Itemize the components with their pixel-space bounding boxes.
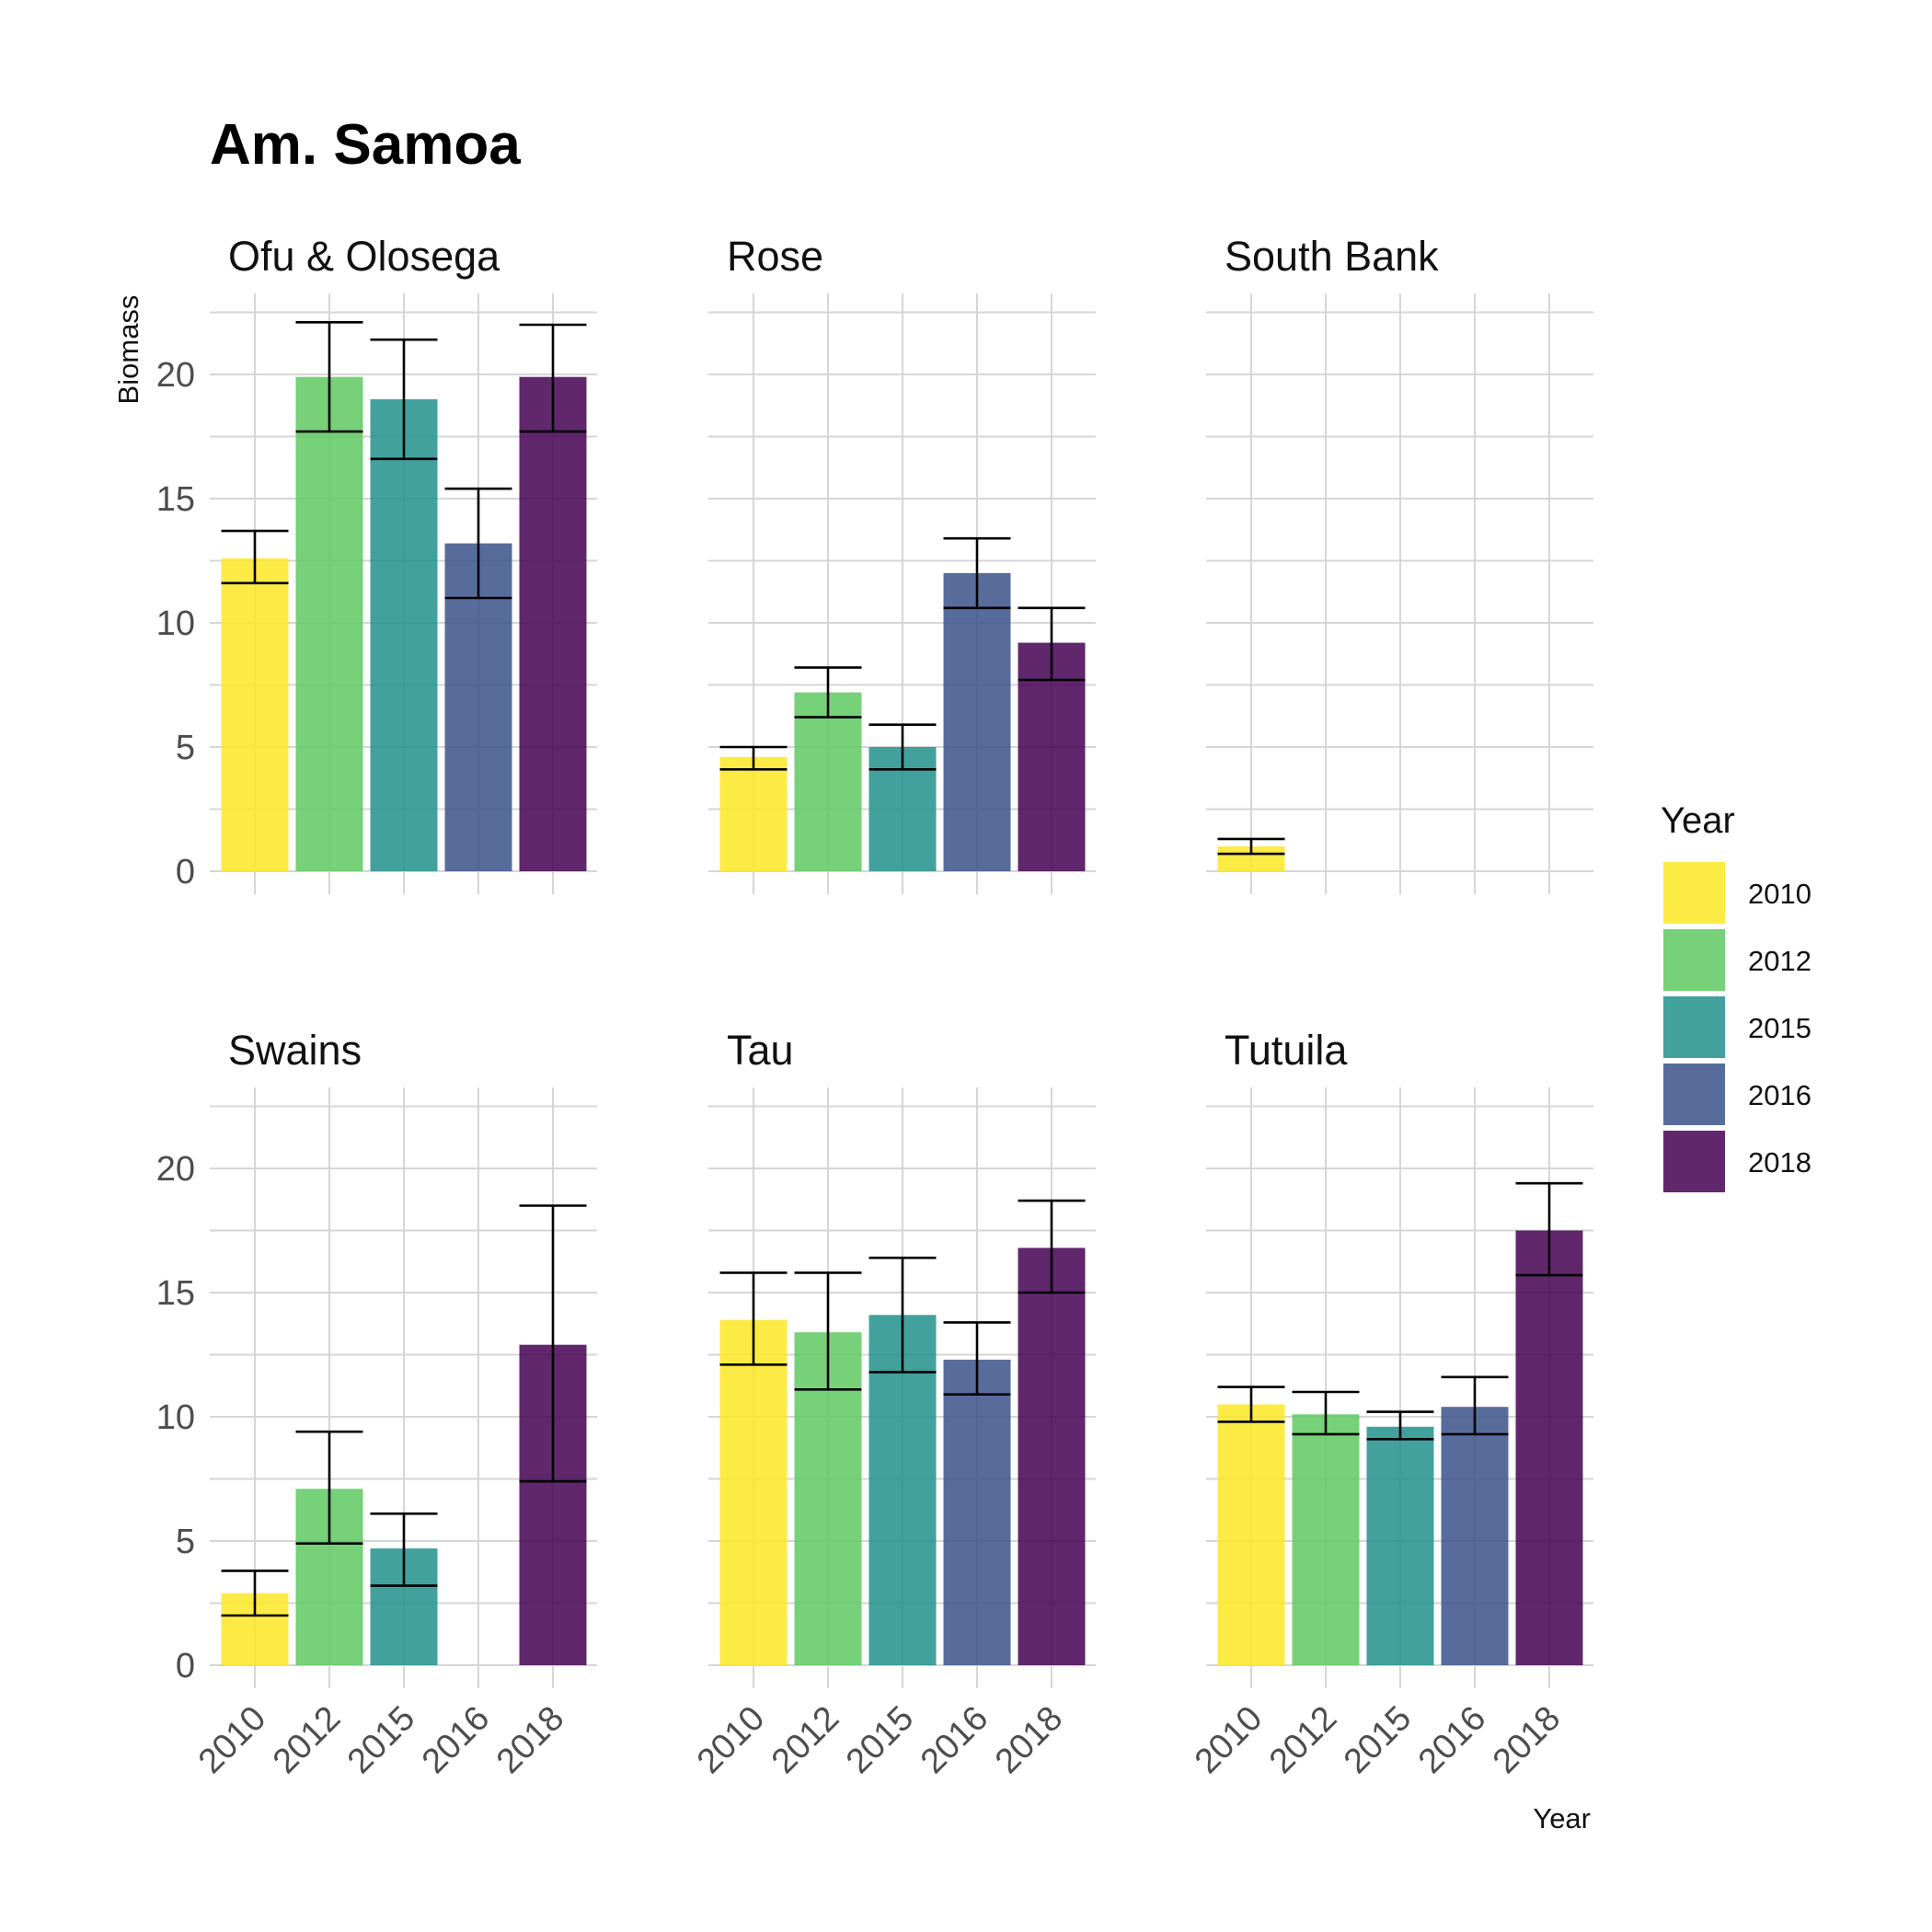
y-tick-label: 5 [176,729,195,767]
error-bar-rose-2018 [1018,606,1086,682]
y-tick-label: 10 [156,1398,195,1437]
bar-rose-2012 [794,692,862,871]
x-tick-label: 2016 [415,1699,497,1781]
error-bar-ofu-and-olosega-2018 [519,323,587,433]
y-tick-label: 10 [156,604,195,643]
panel-rose: Rose [708,233,1096,894]
legend-label-2015: 2015 [1748,1012,1811,1044]
legend-label-2012: 2012 [1748,945,1811,977]
y-tick-label: 20 [156,1150,195,1189]
x-tick-label: 2012 [765,1699,846,1781]
error-bar-rose-2016 [943,536,1011,610]
error-bar-tutuila-2018 [1515,1181,1583,1277]
bar-tau-2018 [1018,1248,1086,1665]
x-tick-label: 2015 [839,1699,921,1781]
x-tick-label: 2010 [1188,1699,1270,1781]
bar-ofu-and-olosega-2018 [519,376,587,871]
x-tick-label: 2010 [191,1699,273,1781]
bar-tutuila-2015 [1366,1426,1434,1665]
error-bar-tutuila-2015 [1366,1410,1434,1441]
bar-ofu-and-olosega-2010 [221,558,289,871]
error-bar-rose-2012 [794,666,862,719]
legend-swatch-2015 [1663,996,1725,1058]
y-tick-label: 15 [156,1274,195,1313]
x-tick-label: 2015 [340,1699,422,1781]
error-bar-tau-2012 [794,1271,862,1391]
x-tick-label: 2010 [690,1699,772,1781]
error-bar-ofu-and-olosega-2016 [444,487,512,600]
y-tick-label: 20 [156,356,195,395]
x-tick-label: 2016 [914,1699,995,1781]
bar-tutuila-2018 [1515,1230,1583,1665]
error-bar-tutuila-2016 [1441,1375,1509,1436]
x-tick-label: 2012 [266,1699,348,1781]
legend-swatch-2012 [1663,929,1725,991]
bar-tau-2016 [943,1359,1011,1665]
error-bar-tutuila-2010 [1217,1386,1285,1423]
error-bar-swains-2018 [519,1204,587,1483]
legend-label-2010: 2010 [1748,878,1811,910]
x-tick-label: 2018 [1486,1699,1568,1781]
legend-label-2018: 2018 [1748,1146,1811,1179]
error-bar-swains-2015 [370,1512,438,1587]
facet-title: South Bank [1225,233,1439,280]
bar-tutuila-2016 [1441,1407,1509,1665]
facet-title: Rose [727,233,823,280]
x-axis-title: Year [1533,1802,1591,1834]
chart-title: Am. Samoa [210,113,521,177]
x-tick-label: 2015 [1337,1699,1419,1781]
bar-tutuila-2010 [1217,1404,1285,1665]
bar-tau-2010 [719,1319,788,1665]
legend-swatch-2010 [1663,862,1725,924]
error-bar-ofu-and-olosega-2012 [295,320,363,433]
error-bar-tau-2018 [1018,1199,1086,1294]
legend: Year 2010 2012 2015 2016 2018 [1661,800,1811,1192]
legend-title: Year [1661,800,1735,841]
facet-panels: Ofu & Olosega 0 5 10 15 20 Rose South Bank Swain… [156,233,1593,1781]
facet-title: Tau [727,1027,794,1074]
error-bar-swains-2010 [221,1570,289,1617]
error-bar-south-bank-2010 [1217,837,1285,856]
bar-rose-2016 [943,573,1011,871]
legend-swatch-2016 [1663,1064,1725,1125]
error-bar-tau-2010 [719,1271,788,1366]
bar-tau-2015 [868,1315,937,1665]
x-tick-label: 2018 [988,1699,1070,1781]
y-tick-label: 0 [176,853,195,891]
y-axis-title: Biomass [112,295,144,405]
error-bar-swains-2012 [295,1430,363,1545]
legend-swatch-2018 [1663,1131,1725,1192]
facet-title: Ofu & Olosega [228,233,500,280]
bar-ofu-and-olosega-2015 [370,399,438,871]
y-tick-label: 15 [156,480,195,519]
x-tick-label: 2016 [1411,1699,1493,1781]
facet-title: Swains [228,1027,362,1074]
panel-south-bank: South Bank [1206,233,1593,894]
error-bar-ofu-and-olosega-2010 [221,529,289,585]
panel-ofu-and-olosega: Ofu & Olosega 0 5 10 15 20 [156,233,597,894]
error-bar-ofu-and-olosega-2015 [370,338,438,461]
error-bar-tutuila-2012 [1292,1390,1360,1436]
legend-label-2016: 2016 [1748,1079,1811,1111]
bar-tutuila-2012 [1292,1414,1360,1665]
error-bar-rose-2010 [719,745,788,771]
error-bar-tau-2015 [868,1256,937,1374]
error-bar-tau-2016 [943,1321,1011,1396]
x-tick-label: 2012 [1262,1699,1344,1781]
y-tick-label: 0 [176,1647,195,1685]
y-tick-label: 5 [176,1523,195,1561]
error-bar-rose-2015 [868,723,937,771]
bar-ofu-and-olosega-2012 [295,376,363,871]
bar-rose-2010 [719,756,788,871]
facet-title: Tutuila [1225,1027,1348,1074]
x-tick-label: 2018 [489,1699,571,1781]
